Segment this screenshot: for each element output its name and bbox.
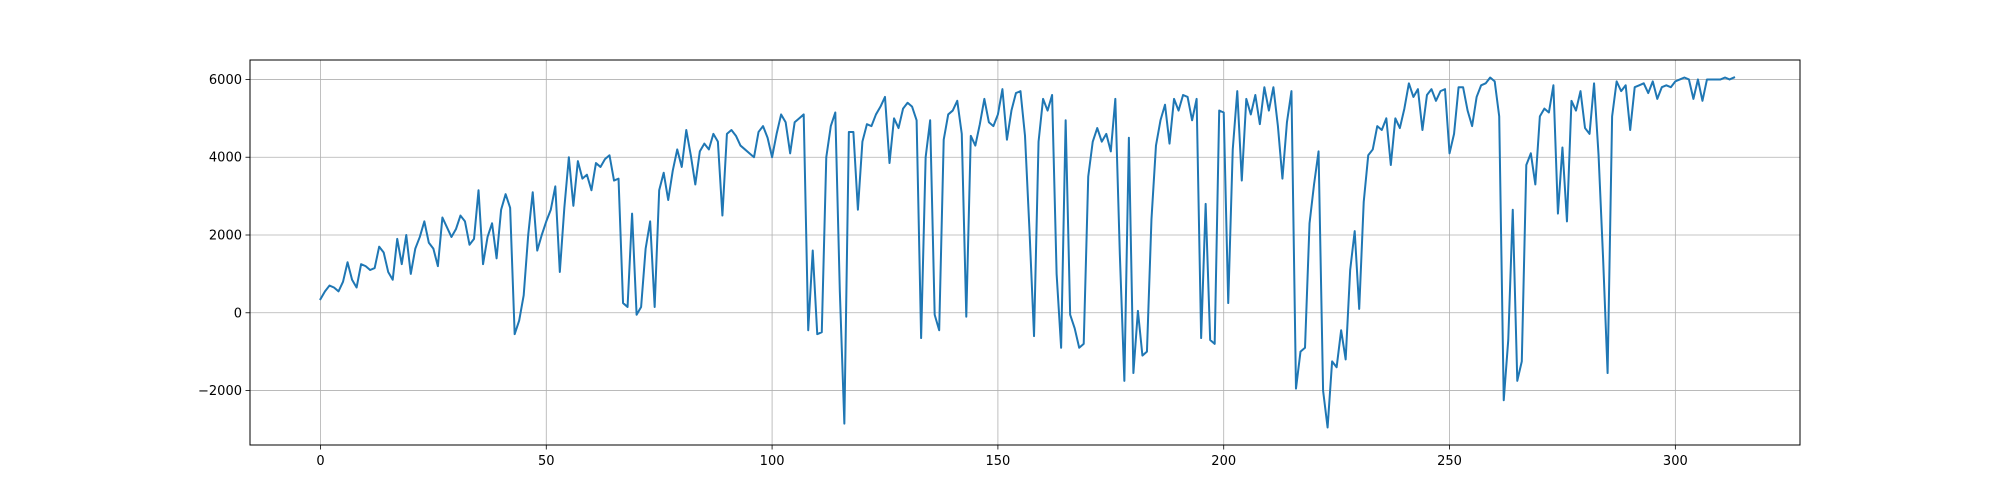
series-layer <box>319 76 1736 429</box>
series-line-0 <box>319 76 1736 429</box>
y-tick-label: 0 <box>234 306 242 321</box>
plot-frame <box>249 59 1801 446</box>
y-axis: −2000 0 2000 4000 6000 <box>198 73 250 399</box>
x-tick-label: 300 <box>1663 454 1688 469</box>
plot-area-background <box>250 60 1800 445</box>
y-tick-label: −2000 <box>198 384 242 399</box>
y-tick-label: 2000 <box>209 229 242 244</box>
x-tick-label: 50 <box>538 454 555 469</box>
x-tick-label: 0 <box>316 454 324 469</box>
x-tick-label: 200 <box>1211 454 1236 469</box>
x-tick-label: 150 <box>985 454 1010 469</box>
y-tick-label: 6000 <box>209 73 242 88</box>
x-axis: 0 50 100 150 200 250 300 <box>316 445 1688 469</box>
x-tick-label: 250 <box>1437 454 1462 469</box>
y-tick-label: 4000 <box>209 151 242 166</box>
x-tick-label: 100 <box>760 454 785 469</box>
